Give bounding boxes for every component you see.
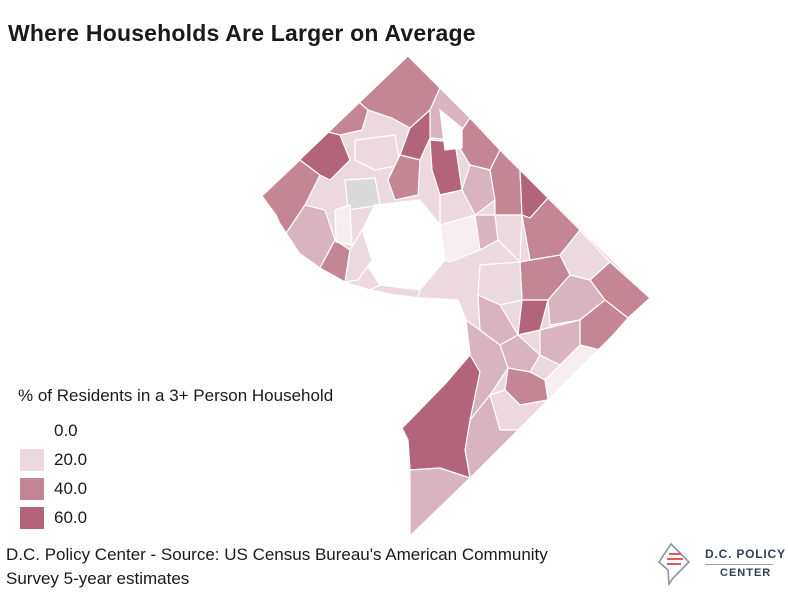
- tract-n-5: [439, 108, 463, 151]
- legend-title: % of Residents in a 3+ Person Household: [18, 386, 334, 405]
- legend-swatch-20: [20, 448, 44, 471]
- source-line-1: D.C. Policy Center - Source: US Census B…: [6, 545, 548, 564]
- logo-text-line2: CENTER: [720, 567, 772, 579]
- legend-swatch-60: [20, 506, 44, 529]
- legend-label: 40.0: [54, 478, 88, 498]
- tract-ne-2: [461, 164, 496, 216]
- legend-label: 0.0: [54, 420, 78, 440]
- dc-boundary: [261, 55, 651, 538]
- tract-n-3: [354, 134, 401, 171]
- dc-map-logo-icon: [657, 542, 691, 586]
- legend-label: 60.0: [54, 507, 88, 527]
- tract-far-south: [409, 467, 472, 536]
- tract-n-4: [387, 154, 421, 201]
- tract-downtown-e: [439, 214, 481, 263]
- tract-s-1: [477, 261, 523, 306]
- legend-item: 40.0: [18, 474, 333, 503]
- legend-item: 0.0: [18, 416, 333, 445]
- source-note: D.C. Policy Center - Source: US Census B…: [6, 543, 646, 591]
- legend-item: 60.0: [18, 503, 333, 532]
- dc-policy-center-logo: D.C. POLICY CENTER: [655, 540, 785, 586]
- legend-item: 20.0: [18, 445, 333, 474]
- map-title: Where Households Are Larger on Average: [8, 20, 476, 46]
- tract-w-3: [334, 204, 353, 246]
- legend-swatch-0: [20, 419, 44, 442]
- tract-downtown-w: [344, 228, 373, 283]
- tract-c-5: [494, 214, 523, 264]
- legend-swatch-40: [20, 477, 44, 500]
- map-legend: % of Residents in a 3+ Person Household …: [18, 386, 333, 532]
- legend-label: 20.0: [54, 449, 88, 469]
- tract-n-2: [399, 108, 431, 161]
- logo-text-line1: D.C. POLICY: [705, 547, 786, 561]
- logo-divider: [705, 564, 773, 565]
- source-line-2: Survey 5-year estimates: [6, 569, 190, 588]
- tract-ne-3: [489, 148, 523, 216]
- dc-choropleth-map: [261, 55, 651, 538]
